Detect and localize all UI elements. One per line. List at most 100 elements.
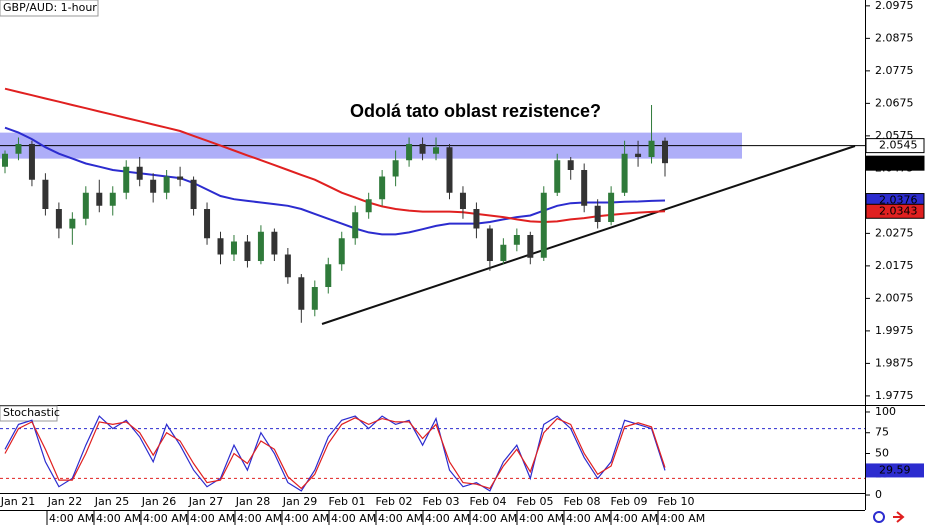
x-tick-label: Jan 27 bbox=[188, 495, 223, 508]
price-label-box bbox=[865, 203, 925, 219]
candle-body bbox=[459, 192, 466, 210]
x-tick-label: Feb 08 bbox=[564, 495, 601, 508]
indicator-y-tick-label: 0 bbox=[875, 488, 882, 501]
candle-body bbox=[163, 176, 170, 193]
annotation: Odolá tato oblast rezistence? bbox=[350, 101, 601, 121]
x-tick-label: Jan 22 bbox=[47, 495, 82, 508]
price-label-box bbox=[865, 155, 925, 171]
candle-body bbox=[446, 147, 453, 193]
moving-average bbox=[4, 87, 666, 224]
x-tick-label: Feb 02 bbox=[376, 495, 413, 508]
time-label: 4:00 AM bbox=[284, 512, 329, 525]
indicator-line bbox=[4, 415, 666, 492]
candle-body bbox=[325, 264, 332, 288]
candle-body bbox=[190, 179, 197, 210]
candle-body bbox=[230, 241, 237, 255]
price-label: 2.0376 bbox=[879, 194, 918, 207]
candle-body bbox=[513, 235, 520, 245]
candle-body bbox=[406, 143, 413, 161]
y-tick-label: 2.0675 bbox=[875, 96, 914, 109]
time-label: 4:00 AM bbox=[49, 512, 94, 525]
candle-body bbox=[109, 192, 116, 206]
time-label: 4:00 AM bbox=[425, 512, 470, 525]
title-box bbox=[0, 0, 99, 17]
y-tick-label: 2.0175 bbox=[875, 259, 914, 272]
candle-body bbox=[662, 140, 668, 164]
candle-body bbox=[554, 160, 561, 193]
x-tick-label: Feb 04 bbox=[470, 495, 507, 508]
time-label: 4:00 AM bbox=[566, 512, 611, 525]
candle-body bbox=[567, 160, 574, 170]
y-tick-label: 1.9775 bbox=[875, 389, 914, 402]
price-label: 2.0343 bbox=[879, 204, 918, 217]
candle-body bbox=[635, 153, 642, 157]
indicator-title: Stochastic bbox=[3, 406, 60, 419]
y-tick-label: 1.9975 bbox=[875, 324, 914, 337]
candle-body bbox=[55, 209, 62, 229]
moving-average bbox=[4, 126, 666, 236]
candle-body bbox=[123, 166, 130, 193]
candle-body bbox=[244, 241, 251, 262]
candle-body bbox=[298, 277, 305, 310]
candle-body bbox=[257, 231, 264, 262]
arrow-icon[interactable] bbox=[893, 511, 905, 523]
candle-body bbox=[365, 199, 372, 213]
y-tick-label: 2.0875 bbox=[875, 31, 914, 44]
indicator-y-tick-label: 100 bbox=[875, 405, 896, 418]
time-label: 4:00 AM bbox=[143, 512, 188, 525]
time-label: 4:00 AM bbox=[519, 512, 564, 525]
indicator-y-tick-label: 50 bbox=[875, 446, 889, 459]
candle-body bbox=[204, 209, 211, 239]
candle-body bbox=[500, 244, 507, 262]
y-tick-label: 1.9875 bbox=[875, 356, 914, 369]
price-label: 2.0491 bbox=[879, 156, 918, 169]
candle-body bbox=[581, 169, 588, 206]
candle-body bbox=[311, 287, 318, 310]
x-tick-label: Jan 29 bbox=[282, 495, 317, 508]
x-tick-label: Jan 28 bbox=[235, 495, 270, 508]
trend-line bbox=[321, 145, 856, 325]
y-tick-label: 2.0975 bbox=[875, 0, 914, 12]
candle-body bbox=[69, 218, 76, 229]
time-label: 4:00 AM bbox=[660, 512, 705, 525]
candle-body bbox=[594, 205, 601, 223]
y-tick-label: 2.0775 bbox=[875, 64, 914, 77]
candle-body bbox=[271, 231, 278, 255]
candle-body bbox=[284, 254, 291, 278]
y-tick-label: 2.0075 bbox=[875, 291, 914, 304]
toolbar-icons[interactable] bbox=[873, 511, 905, 523]
time-label: 4:00 AM bbox=[190, 512, 235, 525]
price-label-box bbox=[865, 138, 925, 154]
candle-body bbox=[379, 176, 386, 200]
time-label: 4:00 AM bbox=[613, 512, 658, 525]
x-tick-label: Feb 03 bbox=[423, 495, 460, 508]
time-label: 4:00 AM bbox=[472, 512, 517, 525]
candle-body bbox=[648, 140, 655, 157]
candle-body bbox=[352, 212, 359, 239]
price-label: 2.0545 bbox=[879, 139, 918, 152]
candle-body bbox=[2, 153, 8, 167]
link-icon[interactable] bbox=[873, 511, 885, 523]
time-label: 4:00 AM bbox=[237, 512, 282, 525]
candle-body bbox=[28, 143, 35, 180]
time-label: 4:00 AM bbox=[331, 512, 376, 525]
indicator-value-box bbox=[866, 463, 924, 478]
candle-body bbox=[433, 147, 440, 154]
candle-body bbox=[473, 209, 480, 229]
candle-body bbox=[217, 238, 224, 255]
candle-body bbox=[419, 143, 426, 154]
candle-body bbox=[42, 179, 49, 210]
candle-body bbox=[540, 192, 547, 258]
x-tick-label: Jan 26 bbox=[141, 495, 176, 508]
x-tick-label: Feb 01 bbox=[329, 495, 366, 508]
x-tick-label: Feb 05 bbox=[517, 495, 554, 508]
candle-body bbox=[136, 166, 143, 180]
indicator-value-label: 29.59 bbox=[879, 463, 911, 476]
candle-body bbox=[621, 153, 628, 193]
y-tick-label: 2.0275 bbox=[875, 226, 914, 239]
candle-body bbox=[82, 192, 89, 219]
indicator-line bbox=[4, 417, 666, 490]
x-tick-label: Jan 25 bbox=[94, 495, 129, 508]
